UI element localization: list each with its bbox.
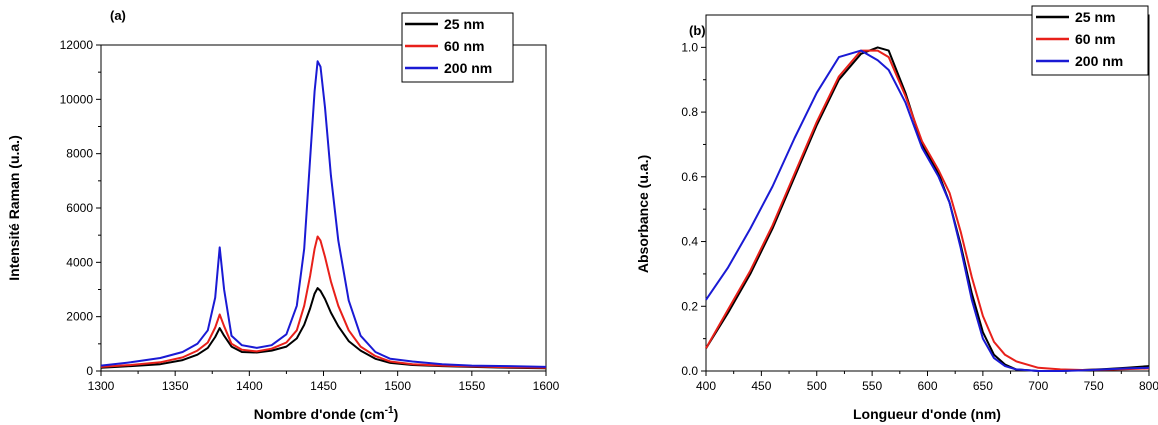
series-line-60-nm [705,49,1150,371]
x-tick-label: 450 [751,379,771,393]
series-line-200-nm [100,60,547,368]
axis-ticks: 1300 1350 1400 1450 1500 1550 1600 0 2000 4000 600… [60,38,560,393]
x-tick-label: 1550 [458,379,485,393]
y-tick-label: 4000 [66,255,93,269]
legend-label: 60 nm [1075,31,1115,47]
x-axis-label: Longueur d'onde (nm) [853,406,1001,422]
x-tick-label: 500 [807,379,827,393]
legend-label: 200 nm [444,60,492,76]
legend-label: 25 nm [444,16,484,32]
x-tick-label: 700 [1028,379,1048,393]
series-line-25-nm [100,287,547,370]
legend-label: 200 nm [1075,53,1123,69]
x-tick-label: 1450 [310,379,337,393]
series-lines [705,46,1150,372]
raman-chart: 1300 1350 1400 1450 1500 1550 1600 0 2000 4000 600… [6,8,560,422]
y-axis-label: Absorbance (u.a.) [635,155,651,273]
series-lines [100,60,547,370]
x-axis-label-sup: -1 [385,405,394,416]
axis-ticks: 400 450 500 550 600 650 700 750 800 0.0 0.2 0.4 0.6 0… [681,40,1158,393]
series-line-200-nm [705,49,1150,372]
y-tick-label: 8000 [66,147,93,161]
x-tick-label: 650 [973,379,993,393]
x-tick-label: 600 [917,379,937,393]
series-line-60-nm [100,235,547,369]
x-axis-label-tail: ) [394,406,399,422]
x-tick-label: 1300 [88,379,115,393]
y-tick-label: 0.0 [681,364,698,378]
legend: 25 nm 60 nm 200 nm [401,12,514,83]
legend-label: 60 nm [444,38,484,54]
x-tick-label: 400 [696,379,716,393]
y-tick-label: 6000 [66,201,93,215]
y-tick-label: 0.2 [681,299,698,313]
legend-label: 25 nm [1075,9,1115,25]
x-tick-label: 750 [1084,379,1104,393]
y-tick-label: 0.8 [681,105,698,119]
x-tick-label: 800 [1139,379,1158,393]
y-axis-label: Intensité Raman (u.a.) [6,135,22,280]
absorbance-chart: 400 450 500 550 600 650 700 750 800 0.0 0.2 0.4 0.6 0… [635,5,1158,422]
series-line-25-nm [705,46,1150,372]
panel-label: (b) [689,23,706,38]
y-tick-label: 12000 [60,38,94,52]
x-tick-label: 1400 [236,379,263,393]
x-tick-label: 1500 [384,379,411,393]
y-tick-label: 0 [86,364,93,378]
y-tick-label: 0.4 [681,235,698,249]
y-tick-label: 0.6 [681,170,698,184]
x-axis-label-main: Nombre d'onde (cm [254,406,385,422]
y-tick-label: 1.0 [681,40,698,54]
panel-label: (a) [110,8,126,23]
y-tick-label: 2000 [66,310,93,324]
y-tick-label: 10000 [60,92,94,106]
x-axis-label: Nombre d'onde (cm-1) [254,405,398,422]
x-tick-label: 1600 [533,379,560,393]
legend: 25 nm 60 nm 200 nm [1031,5,1149,76]
x-tick-label: 550 [862,379,882,393]
x-tick-label: 1350 [162,379,189,393]
